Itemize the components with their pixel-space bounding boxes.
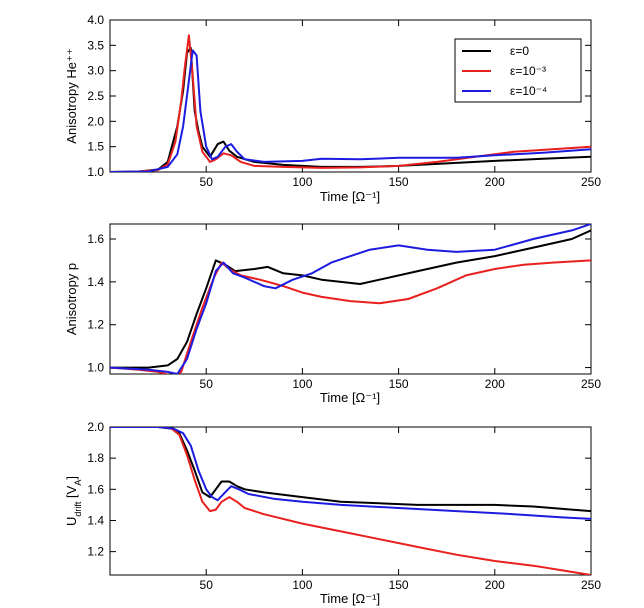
x-tick-label: 250 <box>581 578 601 592</box>
series-line-2 <box>110 49 591 172</box>
x-axis-label: Time [Ω⁻¹] <box>320 591 380 606</box>
x-tick-label: 250 <box>581 377 601 391</box>
x-tick-label: 150 <box>389 377 409 391</box>
y-tick-label: 1.0 <box>87 165 104 179</box>
y-tick-label: 1.5 <box>87 140 104 154</box>
x-axis-label: Time [Ω⁻¹] <box>320 390 380 405</box>
x-tick-label: 250 <box>581 175 601 189</box>
y-tick-label: 4.0 <box>87 13 104 27</box>
series-line-0 <box>110 229 591 369</box>
y-tick-label: 1.6 <box>87 482 104 496</box>
series-line-2 <box>110 427 591 520</box>
series-line-1 <box>110 34 591 172</box>
x-axis-label: Time [Ω⁻¹] <box>320 189 380 204</box>
legend-label-eps-1e-3: ε=10⁻³ <box>510 64 546 78</box>
x-tick-label: 150 <box>389 578 409 592</box>
series-line-1 <box>110 259 591 374</box>
y-tick-label: 1.2 <box>87 318 104 332</box>
x-tick-label: 200 <box>485 175 505 189</box>
plot-frame <box>109 223 592 375</box>
y-tick-label: 2.0 <box>87 420 104 434</box>
y-tick-label: 2.0 <box>87 114 104 128</box>
x-tick-label: 100 <box>292 377 312 391</box>
legend: ε=0 ε=10⁻³ ε=10⁻⁴ <box>454 38 582 103</box>
series-line-0 <box>110 427 591 513</box>
y-axis-label: Anisotropy p <box>64 263 79 335</box>
panel-drift-velocity: 50 100 150 200 250 1.2 1.4 1.6 1.8 2.0 Time [Ω⁻¹]… <box>64 420 601 606</box>
x-tick-label: 100 <box>292 175 312 189</box>
y-tick-label: 1.8 <box>87 451 104 465</box>
x-tick-label: 150 <box>389 175 409 189</box>
y-tick-label: 1.6 <box>87 232 104 246</box>
x-tick-label: 200 <box>485 377 505 391</box>
y-tick-label: 3.0 <box>87 64 104 78</box>
y-tick-label: 3.5 <box>87 38 104 52</box>
panel-proton-anisotropy: 50 100 150 200 250 1.0 1.2 1.4 1.6 Time [Ω⁻¹] An… <box>64 223 601 405</box>
y-tick-label: 2.5 <box>87 89 104 103</box>
y-axis-label: Udrift [VA] <box>64 476 83 526</box>
x-tick-label: 200 <box>485 578 505 592</box>
y-axis-label: Anisotropy He⁺⁺ <box>64 48 79 143</box>
series-line-2 <box>110 224 591 374</box>
y-tick-label: 1.4 <box>87 275 104 289</box>
y-tick-label: 1.4 <box>87 513 104 527</box>
y-tick-label: 1.0 <box>87 361 104 375</box>
panel-helium-anisotropy: 50 100 150 200 250 1.0 1.5 2.0 2.5 3.0 3.5 4.0 Time… <box>64 13 601 204</box>
plot-frame <box>109 426 592 576</box>
x-tick-label: 50 <box>200 377 214 391</box>
x-tick-label: 50 <box>200 578 214 592</box>
series-line-1 <box>110 427 591 575</box>
x-tick-label: 100 <box>292 578 312 592</box>
x-tick-label: 50 <box>200 175 214 189</box>
legend-label-eps-1e-4: ε=10⁻⁴ <box>510 84 547 98</box>
y-tick-label: 1.2 <box>87 545 104 559</box>
legend-label-eps-0: ε=0 <box>510 44 529 58</box>
